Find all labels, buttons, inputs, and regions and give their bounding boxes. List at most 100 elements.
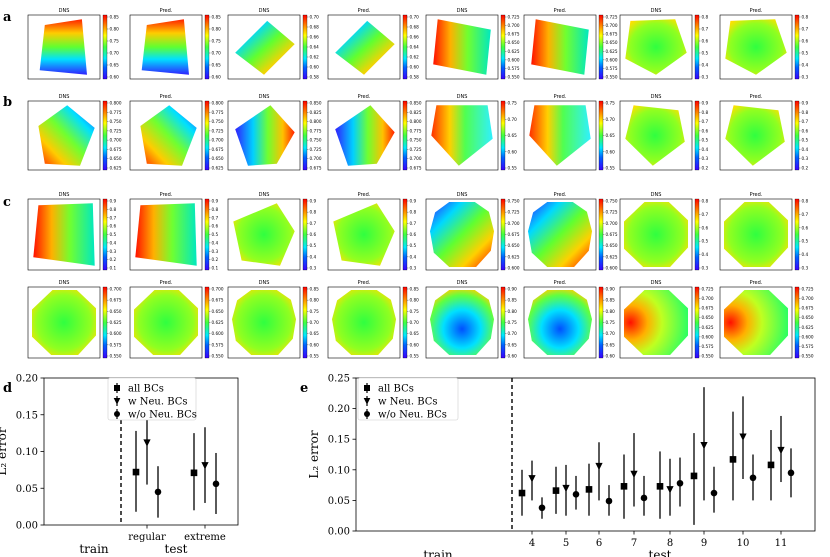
colorbar-tick-label: 0.9	[212, 199, 219, 204]
field-domain-shape	[141, 19, 189, 75]
field-axes-frame	[619, 100, 693, 171]
marker-square	[620, 483, 628, 490]
marker-circle	[787, 469, 795, 477]
colorbar-tick-label: 0.600	[802, 334, 814, 339]
colorbar-tick-label: 0.650	[212, 309, 224, 314]
colorbar-tick-label: 0.9	[110, 199, 117, 204]
field-panel-b-2: Pred. 0.800 0.775 0.750 0.725 0.700 0.675 0.650…	[129, 94, 224, 171]
colorbar-tick-label: 0.725	[110, 128, 122, 133]
field-domain-shape	[235, 20, 295, 75]
colorbar-tick-label: 0.4	[702, 252, 709, 257]
colorbar-tick-label: 0.75	[110, 39, 120, 44]
field-panel-c_row2-3: DNS 0.85 0.80 0.75 0.70 0.65 0.60 0.55	[227, 280, 320, 359]
colorbar-tick-label: 0.725	[802, 287, 814, 292]
field-axes-frame	[523, 100, 597, 171]
legend-box	[107, 377, 197, 421]
colorbar	[204, 286, 210, 359]
field-panel-title: Pred.	[750, 8, 763, 14]
colorbar-tick-label: 0.75	[310, 309, 320, 314]
x-region-label-test: test	[165, 542, 188, 556]
colorbar-tick-label: 0.725	[606, 210, 618, 215]
colorbar-tick-label: 0.62	[410, 55, 420, 60]
colorbar-tick-label: 0.7	[802, 27, 809, 32]
colorbar-tick-label: 0.4	[802, 147, 809, 152]
colorbar	[694, 198, 700, 271]
colorbar-tick-label: 0.675	[606, 232, 618, 237]
colorbar-tick-label: 0.70	[310, 15, 320, 20]
colorbar-tick-label: 0.4	[110, 240, 117, 245]
field-panel-b-1: DNS 0.800 0.775 0.750 0.725 0.700 0.675 0.650 0.…	[27, 94, 122, 171]
colorbar-tick-label: 0.675	[508, 32, 520, 37]
colorbar-tick-label: 0.75	[606, 101, 616, 106]
field-panel-title: Pred.	[358, 192, 371, 198]
colorbar-tick-label: 0.75	[508, 320, 518, 325]
marker-triangle-down	[630, 470, 638, 479]
colorbar-tick-label: 0.7	[212, 215, 219, 220]
field-panel-c_row1-1: DNS 0.9 0.8 0.7 0.6 0.5 0.4 0.3 0.2 0.1	[27, 192, 117, 271]
colorbar-tick-label: 0.725	[702, 287, 714, 292]
colorbar-tick-label: 0.550	[802, 354, 814, 359]
field-axes-frame	[327, 286, 401, 359]
field-panel-b-8: Pred. 0.9 0.8 0.7 0.6 0.5 0.4 0.3 0.2	[719, 94, 809, 171]
marker-triangle-down	[595, 462, 603, 471]
colorbar	[500, 100, 506, 171]
colorbar-tick-label: 0.9	[802, 101, 809, 106]
field-domain-shape	[232, 290, 296, 355]
colorbar-tick-label: 0.5	[802, 51, 809, 56]
field-domain-shape	[625, 105, 685, 166]
colorbar-tick-label: 0.58	[410, 75, 420, 80]
marker-triangle-down	[528, 475, 536, 483]
field-panel-title: Pred.	[554, 94, 567, 100]
field-domain-shape	[140, 105, 197, 166]
colorbar-tick-label: 0.66	[410, 35, 420, 40]
marker-triangle-down	[739, 433, 747, 441]
field-axes-frame	[227, 286, 301, 359]
colorbar-tick-label: 0.650	[212, 156, 224, 161]
marker-circle	[538, 504, 546, 512]
field-panel-title: DNS	[259, 8, 270, 14]
marker-circle	[114, 411, 120, 417]
colorbar-tick-label: 0.7	[410, 221, 417, 226]
field-domain-shape	[724, 290, 788, 355]
colorbar-tick-label: 0.6	[802, 128, 809, 133]
marker-circle	[364, 411, 370, 417]
colorbar	[794, 198, 800, 271]
field-domain-shape	[235, 105, 295, 166]
field-domain-shape	[431, 105, 493, 166]
field-panel-title: DNS	[59, 8, 70, 14]
colorbar-tick-label: 0.9	[410, 199, 417, 204]
colorbar	[794, 286, 800, 359]
colorbar-tick-label: 0.60	[410, 65, 420, 70]
colorbar-tick-label: 0.60	[310, 342, 320, 347]
colorbar-tick-label: 0.800	[410, 119, 422, 124]
field-panel-c_row1-6: Pred. 0.750 0.725 0.700 0.675 0.650 0.625 0.600	[523, 192, 618, 271]
field-panel-title: DNS	[457, 192, 468, 198]
colorbar	[102, 14, 108, 80]
colorbar-tick-label: 0.62	[310, 55, 320, 60]
colorbar-tick-label: 0.675	[310, 166, 322, 171]
x-region-label-test: test	[649, 548, 672, 557]
marker-circle	[749, 474, 757, 482]
marker-triangle-down	[777, 446, 785, 455]
y-tick-label: 0.00	[16, 521, 38, 532]
colorbar-tick-label: 0.700	[212, 138, 224, 143]
colorbar-tick-label: 0.3	[310, 266, 317, 271]
colorbar-tick-label: 0.575	[212, 342, 224, 347]
colorbar-tick-label: 0.65	[508, 342, 518, 347]
colorbar	[402, 286, 408, 359]
colorbar-tick-label: 0.625	[212, 320, 224, 325]
field-panel-title: DNS	[457, 8, 468, 14]
field-domain-shape	[335, 20, 395, 75]
y-axis-label: L₂ error	[0, 427, 9, 475]
colorbar-tick-label: 0.8	[110, 207, 117, 212]
colorbar-tick-label: 0.60	[212, 75, 222, 80]
colorbar-tick-label: 0.6	[702, 225, 709, 230]
colorbar-tick-label: 0.7	[702, 27, 709, 32]
colorbar-tick-label: 0.850	[410, 101, 422, 106]
legend-label: w Neu. BCs	[128, 397, 188, 408]
colorbar-tick-label: 0.55	[410, 354, 420, 359]
colorbar-tick-label: 0.8	[702, 110, 709, 115]
field-axes-frame	[523, 14, 597, 80]
field-panel-title: Pred.	[358, 8, 371, 14]
colorbar-tick-label: 0.90	[508, 287, 518, 292]
